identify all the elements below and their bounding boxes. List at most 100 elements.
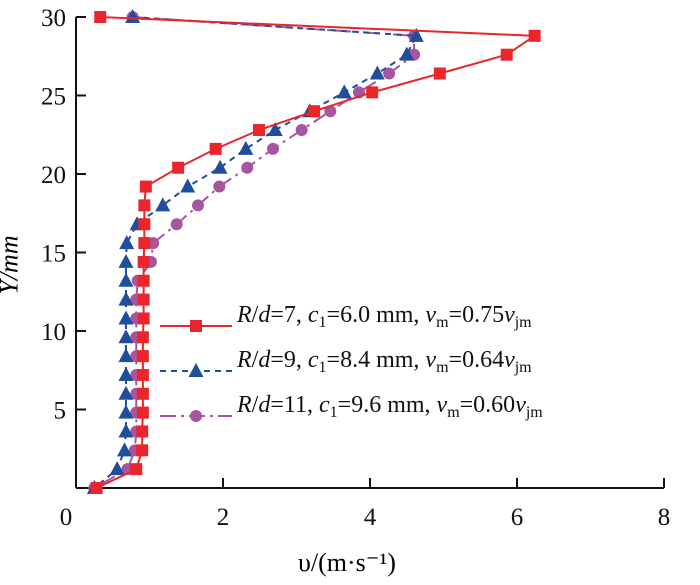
triangle-marker	[238, 140, 254, 155]
triangle-marker	[336, 84, 352, 99]
y-tick-label: 30	[41, 5, 66, 32]
triangle-marker	[155, 197, 171, 212]
x-tick-label: 2	[217, 504, 230, 531]
square-marker	[138, 218, 151, 231]
y-tick-label: 15	[41, 241, 66, 268]
legend-swatch	[160, 363, 232, 377]
square-marker	[137, 255, 150, 268]
legend-text-part: m	[447, 404, 460, 421]
square-marker	[137, 274, 150, 287]
legend-text-part: R	[237, 392, 252, 418]
square-marker	[190, 320, 202, 332]
square-marker	[366, 86, 379, 99]
legend-text-part: =0.75	[448, 302, 505, 328]
square-marker	[253, 124, 266, 137]
square-marker	[90, 482, 103, 494]
legend-text-part: /	[251, 347, 259, 373]
circle-marker	[213, 180, 226, 193]
square-marker	[137, 312, 150, 325]
legend-text-part: =8.4 mm,	[326, 347, 426, 373]
legend-swatch	[160, 320, 232, 332]
triangle-marker	[118, 404, 134, 419]
square-marker	[94, 11, 107, 23]
legend-text-part: v	[504, 302, 515, 328]
legend-text-part: v	[425, 347, 437, 373]
legend-text-part: R	[237, 302, 252, 328]
circle-marker	[170, 218, 183, 231]
legend-label: R/d=11, c1=9.6 mm, vm=0.60vjm	[237, 392, 543, 422]
triangle-marker	[267, 122, 283, 137]
square-marker	[136, 368, 149, 381]
legend-text-part: jm	[514, 359, 532, 376]
legend-text-part: /	[251, 392, 259, 418]
legend-text-part: R	[237, 347, 252, 373]
x-tick-label: 0	[60, 504, 73, 531]
x-axis-label: υ/(m·s⁻¹)	[298, 548, 396, 577]
legend-text-part: =6.0 mm,	[326, 302, 426, 328]
legend-text-part: jm	[525, 404, 543, 421]
legend-text-part: =9,	[270, 347, 308, 373]
legend-text-part: v	[504, 347, 515, 373]
triangle-marker	[118, 423, 134, 438]
legend-label: R/d=7, c1=6.0 mm, vm=0.75vjm	[237, 302, 532, 332]
square-marker	[528, 29, 541, 42]
triangle-marker	[109, 461, 125, 476]
y-axis-label: Y/mm	[0, 235, 24, 295]
legend-text-part: v	[515, 392, 526, 418]
legend-text-part: /	[251, 302, 259, 328]
triangle-marker	[118, 310, 134, 325]
square-marker	[308, 105, 321, 118]
square-marker	[138, 237, 151, 250]
triangle-marker	[119, 235, 135, 250]
triangle-marker	[118, 329, 134, 344]
triangle-marker	[118, 272, 134, 287]
square-marker	[433, 67, 446, 80]
legend-text-part: =0.64	[448, 347, 505, 373]
legend-text-part: =0.60	[459, 392, 516, 418]
y-tick-label: 25	[41, 84, 66, 111]
square-marker	[172, 161, 185, 174]
x-tick-label: 8	[658, 504, 671, 531]
circle-marker	[266, 142, 279, 155]
legend-text-part: =7,	[270, 302, 308, 328]
x-tick-label: 6	[511, 504, 524, 531]
legend-text-part: c	[307, 347, 319, 373]
y-tick-label: 20	[41, 162, 66, 189]
x-tick-label: 4	[364, 504, 377, 531]
square-marker	[136, 387, 149, 400]
triangle-marker	[188, 363, 204, 377]
circle-marker	[192, 199, 205, 212]
legend-text-part: v	[425, 302, 437, 328]
legend-text-part: d	[258, 392, 271, 418]
y-tick-label: 10	[41, 319, 66, 346]
square-marker	[136, 444, 149, 457]
series-square	[90, 11, 541, 494]
legend-text-part: =9.6 mm,	[337, 392, 437, 418]
legend-text-part: v	[436, 392, 448, 418]
legend-text-part: =11,	[270, 392, 319, 418]
circle-marker	[383, 67, 396, 80]
legend-label: R/d=9, c1=8.4 mm, vm=0.64vjm	[237, 347, 532, 377]
square-marker	[130, 463, 143, 476]
legend-text-part: d	[258, 347, 271, 373]
legend-text-part: 1	[318, 359, 327, 376]
legend-text-part: d	[258, 302, 271, 328]
legend-text-part: m	[436, 359, 449, 376]
legend-text-part: c	[307, 302, 319, 328]
square-marker	[209, 142, 222, 155]
triangle-marker	[118, 366, 134, 381]
triangle-marker	[369, 65, 385, 80]
triangle-marker	[180, 178, 196, 193]
triangle-marker	[399, 46, 415, 61]
square-marker	[136, 406, 149, 419]
square-marker	[139, 180, 152, 193]
legend-text-part: 1	[318, 314, 327, 331]
triangle-marker	[118, 253, 134, 268]
square-marker	[136, 425, 149, 438]
triangle-marker	[118, 348, 134, 363]
circle-marker	[190, 410, 202, 422]
square-marker	[137, 293, 150, 306]
square-marker	[136, 350, 149, 363]
